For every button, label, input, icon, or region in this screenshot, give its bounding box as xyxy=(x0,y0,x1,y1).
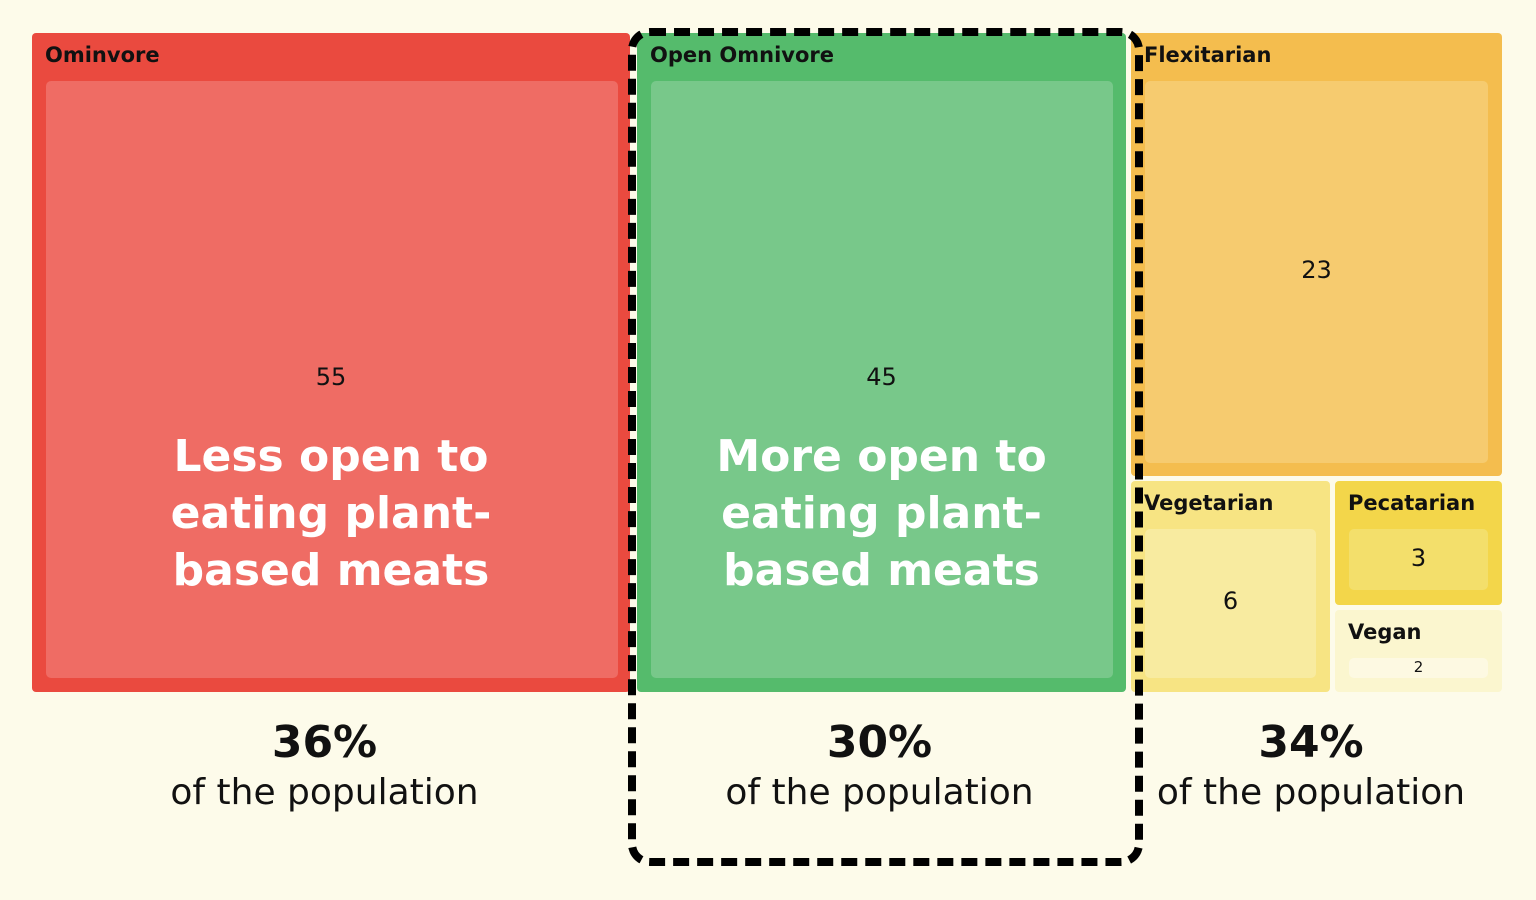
node-label: Pecatarian xyxy=(1348,491,1476,515)
node-label: Vegan xyxy=(1348,620,1422,644)
share-omnivore: 36% of the population xyxy=(32,718,617,818)
share-label: of the population xyxy=(170,772,479,813)
node-omnivore: Ominvore 55 Less open to eating plant-ba… xyxy=(32,33,630,692)
node-annotation: More open to eating plant-based meats xyxy=(716,431,1047,596)
node-value: 23 xyxy=(1301,256,1332,284)
share-plant-based: 34% of the population xyxy=(1131,718,1491,818)
node-value: 2 xyxy=(1413,658,1424,676)
node-label: Ominvore xyxy=(45,43,160,67)
node-inner xyxy=(1349,529,1488,590)
node-inner xyxy=(46,81,618,678)
share-label: of the population xyxy=(725,772,1034,813)
node-label: Vegetarian xyxy=(1144,491,1274,515)
share-open-omnivore: 30% of the population xyxy=(637,718,1122,818)
node-inner xyxy=(1145,81,1488,463)
share-label: of the population xyxy=(1156,772,1466,813)
node-value: 6 xyxy=(1222,587,1239,615)
node-flexitarian: Flexitarian 23 xyxy=(1131,33,1502,476)
node-label: Flexitarian xyxy=(1144,43,1272,67)
node-inner xyxy=(651,81,1113,678)
share-value: 36% xyxy=(271,717,378,768)
node-value: 55 xyxy=(315,363,347,391)
share-value: 34% xyxy=(1258,717,1364,768)
node-value: 3 xyxy=(1410,544,1427,572)
share-value: 30% xyxy=(826,717,933,768)
node-inner xyxy=(1349,658,1488,678)
node-vegetarian: Vegetarian 6 xyxy=(1131,481,1330,692)
node-vegan: Vegan 2 xyxy=(1335,610,1502,692)
node-open-omnivore: Open Omnivore 45 More open to eating pla… xyxy=(637,33,1126,692)
node-annotation: Less open to eating plant-based meats xyxy=(170,431,492,596)
node-label: Open Omnivore xyxy=(650,43,834,67)
node-value: 45 xyxy=(866,363,897,391)
node-pecatarian: Pecatarian 3 xyxy=(1335,481,1502,605)
node-inner xyxy=(1145,529,1316,678)
